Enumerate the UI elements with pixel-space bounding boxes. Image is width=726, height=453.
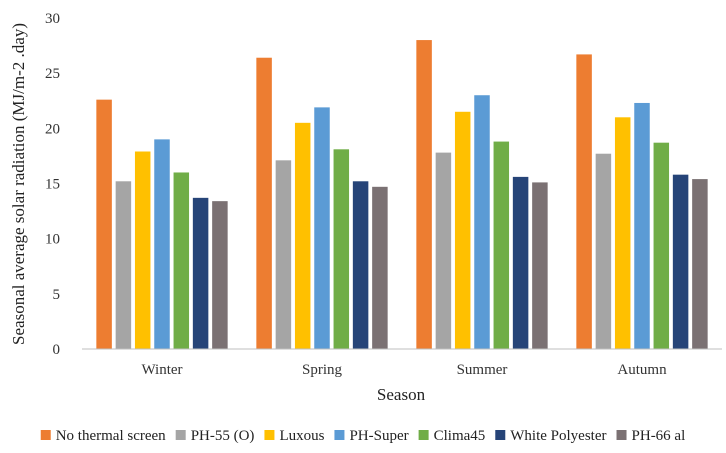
legend-swatch-ph-super [334,430,345,440]
bar-summer-clima45 [493,141,510,349]
y-tick-label: 15 [45,177,60,193]
bar-spring-ph-55-o [275,160,292,349]
y-tick-label: 25 [45,66,60,82]
bar-spring-clima45 [333,149,350,349]
x-tick-label-summer: Summer [457,362,508,378]
bar-autumn-no-thermal-screen [576,54,592,349]
legend-swatch-clima45 [418,430,429,440]
legend-label-ph-super: PH-Super [349,428,408,444]
x-axis-title: Season [377,385,426,404]
legend: No thermal screen PH-55 (O) Luxous PH-Super… [40,428,686,444]
x-tick-label-winter: Winter [141,362,182,378]
bar-winter-luxous [134,151,151,349]
bar-summer-white-polyester [512,176,529,349]
legend-swatch-luxous [264,430,275,440]
bar-autumn-clima45 [653,142,670,349]
legend-label-ph-55-o: PH-55 (O) [191,428,255,444]
bar-winter-white-polyester [192,197,209,349]
x-axis-tick-labels: Winter Spring Summer Autumn [141,362,667,378]
legend-swatch-ph-66-al [616,430,627,440]
bar-autumn-ph-super [634,102,650,350]
legend-label-luxous: Luxous [279,428,324,444]
legend-label-clima45: Clima45 [434,428,486,444]
legend-swatch-no-thermal-screen [40,430,51,440]
bar-winter-ph-66-al [212,201,228,349]
y-axis-title: Seasonal average solar radiation (MJ/m-2… [9,23,28,345]
bar-summer-ph-super [474,95,490,349]
bar-autumn-luxous [614,117,631,349]
x-tick-label-spring: Spring [302,362,343,378]
bar-spring-no-thermal-screen [256,57,272,349]
bars [96,40,708,350]
bar-winter-ph-super [154,139,170,349]
bar-spring-white-polyester [352,181,369,349]
bar-spring-luxous [294,122,311,349]
legend-label-ph-66-al: PH-66 al [632,428,686,444]
bar-autumn-ph-55-o [595,153,612,349]
bar-winter-ph-55-o [115,181,132,349]
bar-summer-luxous [454,111,471,349]
bar-spring-ph-66-al [372,186,388,349]
bar-autumn-white-polyester [672,174,689,349]
y-tick-label: 30 [45,11,60,27]
x-tick-label-autumn: Autumn [617,362,667,378]
y-tick-label: 20 [45,121,60,137]
bar-winter-no-thermal-screen [96,99,112,350]
y-tick-label: 0 [53,342,61,358]
legend-label-no-thermal-screen: No thermal screen [56,428,166,444]
bar-winter-clima45 [173,172,190,349]
bar-summer-no-thermal-screen [416,40,432,349]
bar-spring-ph-super [314,107,330,350]
y-axis-ticks: 0 5 10 15 20 25 30 [45,11,60,358]
bar-autumn-ph-66-al [692,179,708,349]
y-tick-label: 5 [53,287,61,303]
y-tick-label: 10 [45,232,60,248]
legend-swatch-white-polyester [495,430,506,440]
bar-summer-ph-55-o [435,152,452,349]
bar-summer-ph-66-al [532,182,548,349]
legend-label-white-polyester: White Polyester [510,428,606,444]
legend-swatch-ph-55-o [175,430,186,440]
